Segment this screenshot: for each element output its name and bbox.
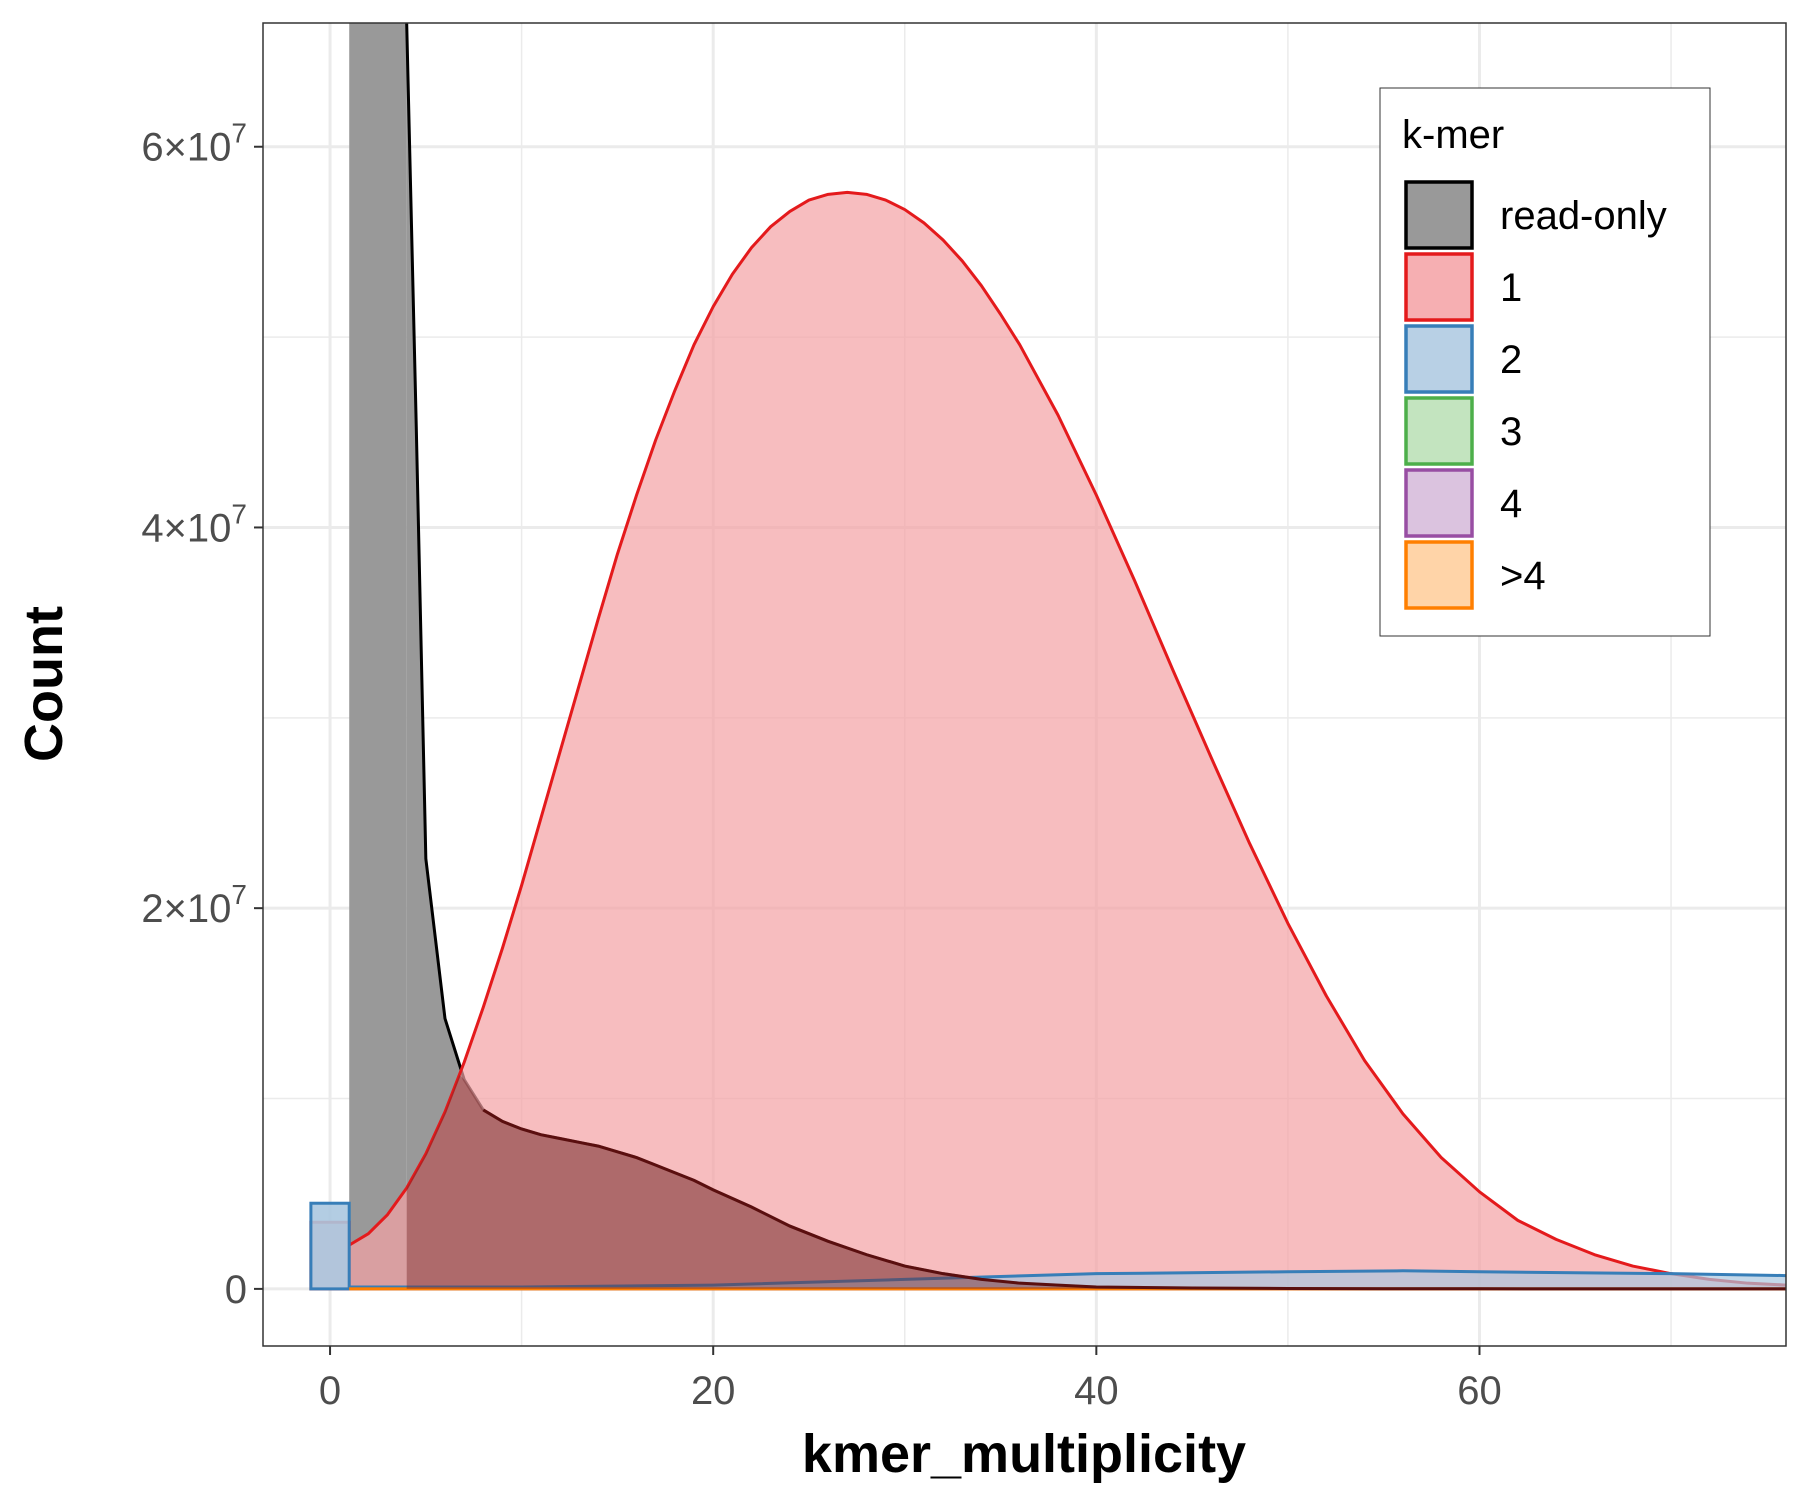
- series-layer: [309, 23, 1786, 1291]
- legend-key-2: [1404, 324, 1474, 394]
- legend-label-3: 3: [1500, 410, 1522, 454]
- legend-key-3: [1404, 396, 1474, 466]
- series-overlap-read-only-1: [406, 1074, 1173, 1289]
- series-area-1: [349, 192, 1786, 1289]
- y-tick-label: 2×107: [141, 879, 247, 931]
- series-line-1: [348, 190, 1786, 1287]
- y-tick-label: 4×107: [141, 498, 247, 550]
- x-tick-label: 0: [319, 1369, 341, 1413]
- legend-label-1: 1: [1500, 266, 1522, 310]
- legend: k-mer read-only 1 2 3 4 >4: [1379, 87, 1711, 637]
- x-tick-label: 40: [1074, 1369, 1119, 1413]
- plot-border: [262, 22, 1787, 1347]
- legend-key-gt4: [1404, 540, 1474, 610]
- series-area-2: [349, 1270, 1786, 1289]
- series-bar-read-only: [349, 23, 407, 1289]
- legend-label-gt4: >4: [1500, 554, 1546, 598]
- x-tick-label: 20: [691, 1369, 736, 1413]
- legend-label-2: 2: [1500, 338, 1522, 382]
- y-tick-label: 0: [225, 1268, 247, 1312]
- legend-label-4: 4: [1500, 482, 1522, 526]
- x-axis-title: kmer_multiplicity: [802, 1424, 1246, 1484]
- series-line-2: [349, 1269, 1786, 1289]
- legend-label-read-only: read-only: [1500, 194, 1667, 238]
- legend-items: read-only 1 2 3 4 >4: [1404, 180, 1667, 610]
- legend-title: k-mer: [1402, 113, 1504, 157]
- legend-key-read-only: [1404, 180, 1474, 250]
- legend-key-1: [1404, 252, 1474, 322]
- series-line-read-only-tail: [482, 1108, 1786, 1291]
- legend-key-4: [1404, 468, 1474, 538]
- x-axis: 0 20 40 60: [319, 1346, 1502, 1413]
- x-tick-label: 60: [1457, 1369, 1502, 1413]
- series-bar-2: [309, 1201, 351, 1291]
- y-tick-label: 6×107: [141, 118, 247, 170]
- y-axis-title: Count: [14, 606, 74, 762]
- y-axis: 0 2×107 4×107 6×107: [141, 118, 263, 1312]
